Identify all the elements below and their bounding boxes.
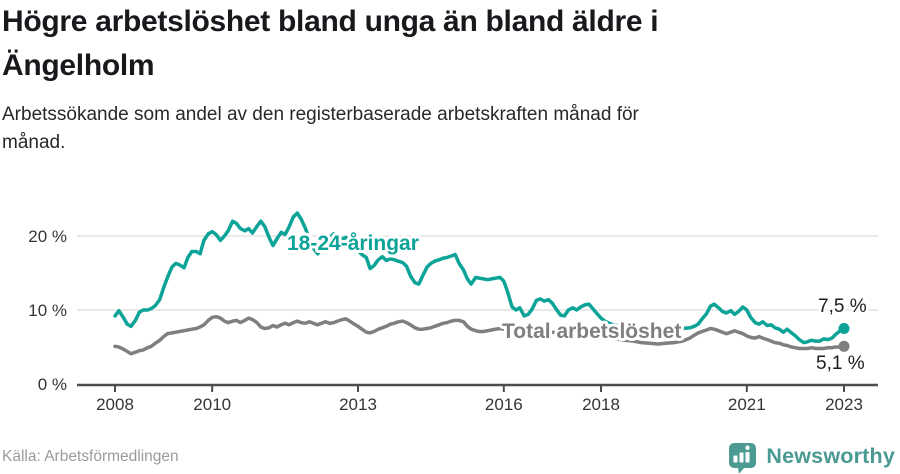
svg-text:2018: 2018	[582, 395, 620, 414]
svg-text:2021: 2021	[728, 395, 766, 414]
bar-small	[733, 455, 738, 463]
page-title: Högre arbetslöshet bland unga än bland ä…	[2, 0, 842, 88]
brand-name: Newsworthy	[766, 444, 895, 468]
newsworthy-bar-chart-bubble-icon	[729, 443, 757, 473]
svg-text:20 %: 20 %	[28, 227, 67, 246]
svg-text:0 %: 0 %	[38, 375, 67, 394]
gridlines	[77, 235, 878, 311]
page-title-line2: Ängelholm	[2, 49, 155, 82]
svg-text:2010: 2010	[193, 395, 231, 414]
page-subtitle-line2: månad.	[2, 132, 66, 153]
page-title-line1: Högre arbetslöshet bland unga än bland ä…	[2, 5, 659, 38]
series-line-total	[113, 314, 846, 356]
svg-text:2013: 2013	[339, 395, 377, 414]
x-axis-labels: 2008 2010 2013 2016 2018 2021 2023	[96, 395, 863, 414]
end-dot-total	[838, 340, 850, 352]
end-dot-youth	[838, 323, 850, 334]
exclamation-bar	[745, 452, 750, 463]
series-label-total: Total arbetslöshet	[502, 320, 681, 343]
series-line-youth	[113, 211, 846, 345]
page-subtitle: Arbetssökande som andel av den registerb…	[2, 101, 832, 157]
exclamation-dot	[745, 445, 750, 450]
end-value-label-total: 5,1 %	[816, 353, 865, 374]
x-axis	[77, 383, 878, 392]
brand-logo[interactable]: Newsworthy	[727, 440, 895, 473]
bar-medium	[739, 452, 744, 463]
page-subtitle-line1: Arbetssökande som andel av den registerb…	[2, 104, 639, 125]
series-label-youth: 18-24-åringar	[287, 232, 419, 255]
svg-text:2023: 2023	[825, 395, 863, 414]
svg-text:2016: 2016	[485, 395, 523, 414]
end-value-label-youth: 7,5 %	[818, 296, 867, 317]
svg-text:10 %: 10 %	[28, 301, 67, 320]
y-axis-labels: 0 % 10 % 20 %	[28, 227, 67, 394]
source-note: Källa: Arbetsförmedlingen	[2, 448, 179, 465]
svg-text:2008: 2008	[96, 395, 134, 414]
